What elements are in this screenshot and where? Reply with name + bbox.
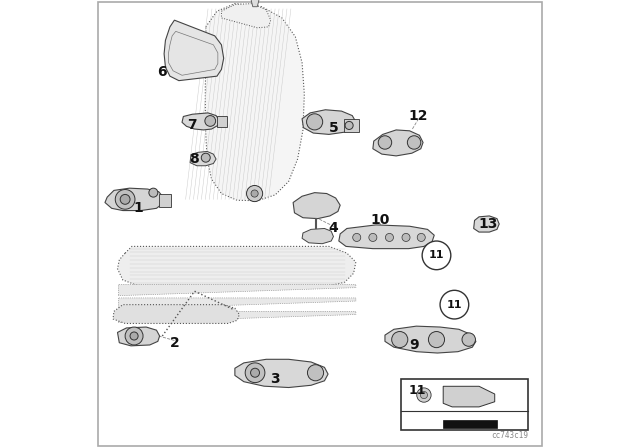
Circle shape bbox=[369, 233, 377, 241]
Text: 2: 2 bbox=[170, 336, 179, 350]
Circle shape bbox=[201, 153, 210, 162]
Circle shape bbox=[345, 121, 353, 129]
Circle shape bbox=[407, 136, 421, 149]
Bar bbox=[217, 116, 227, 127]
Text: 10: 10 bbox=[371, 212, 390, 227]
Circle shape bbox=[417, 233, 425, 241]
Polygon shape bbox=[113, 305, 239, 323]
Text: 12: 12 bbox=[409, 109, 428, 124]
Polygon shape bbox=[235, 359, 328, 388]
Text: 11: 11 bbox=[409, 384, 426, 397]
Circle shape bbox=[440, 290, 468, 319]
Polygon shape bbox=[118, 246, 356, 287]
Circle shape bbox=[462, 333, 476, 346]
Circle shape bbox=[120, 194, 130, 204]
Polygon shape bbox=[474, 216, 499, 232]
Circle shape bbox=[130, 332, 138, 340]
Polygon shape bbox=[118, 284, 356, 296]
Polygon shape bbox=[443, 386, 495, 407]
Text: 11: 11 bbox=[447, 300, 462, 310]
Circle shape bbox=[205, 116, 216, 126]
Circle shape bbox=[422, 241, 451, 270]
Polygon shape bbox=[182, 113, 220, 130]
Circle shape bbox=[420, 392, 428, 399]
Circle shape bbox=[402, 233, 410, 241]
Text: 7: 7 bbox=[188, 118, 197, 133]
Text: 13: 13 bbox=[478, 217, 498, 231]
Polygon shape bbox=[164, 20, 224, 81]
Polygon shape bbox=[105, 188, 163, 211]
Polygon shape bbox=[302, 228, 333, 244]
Circle shape bbox=[353, 233, 361, 241]
Polygon shape bbox=[385, 326, 476, 353]
Bar bbox=[159, 194, 172, 207]
Circle shape bbox=[385, 233, 394, 241]
Polygon shape bbox=[221, 4, 271, 28]
Circle shape bbox=[428, 332, 445, 348]
Circle shape bbox=[307, 365, 324, 381]
Circle shape bbox=[251, 190, 258, 197]
Circle shape bbox=[246, 185, 262, 202]
Circle shape bbox=[392, 332, 408, 348]
Text: 11: 11 bbox=[429, 250, 444, 260]
Text: 8: 8 bbox=[189, 152, 198, 166]
Text: 1: 1 bbox=[134, 201, 143, 215]
Circle shape bbox=[307, 114, 323, 130]
Text: 4: 4 bbox=[328, 221, 339, 236]
Circle shape bbox=[125, 327, 143, 345]
Text: 6: 6 bbox=[157, 65, 167, 79]
Text: 3: 3 bbox=[270, 371, 280, 386]
Polygon shape bbox=[118, 298, 356, 309]
Polygon shape bbox=[302, 110, 356, 134]
Circle shape bbox=[251, 368, 260, 377]
Circle shape bbox=[378, 136, 392, 149]
Circle shape bbox=[245, 363, 265, 383]
Bar bbox=[344, 119, 358, 132]
Polygon shape bbox=[293, 193, 340, 219]
Polygon shape bbox=[118, 327, 159, 346]
Polygon shape bbox=[373, 130, 423, 156]
Text: cc743c19: cc743c19 bbox=[492, 431, 529, 440]
Bar bbox=[401, 379, 529, 430]
Text: 5: 5 bbox=[328, 121, 339, 135]
Bar bbox=[443, 420, 497, 428]
Polygon shape bbox=[251, 0, 260, 7]
Polygon shape bbox=[118, 311, 356, 323]
Circle shape bbox=[149, 188, 158, 197]
Text: 9: 9 bbox=[409, 338, 419, 352]
Polygon shape bbox=[339, 225, 435, 249]
Circle shape bbox=[417, 388, 431, 402]
Polygon shape bbox=[205, 4, 305, 201]
Circle shape bbox=[115, 190, 135, 209]
Polygon shape bbox=[190, 151, 216, 166]
